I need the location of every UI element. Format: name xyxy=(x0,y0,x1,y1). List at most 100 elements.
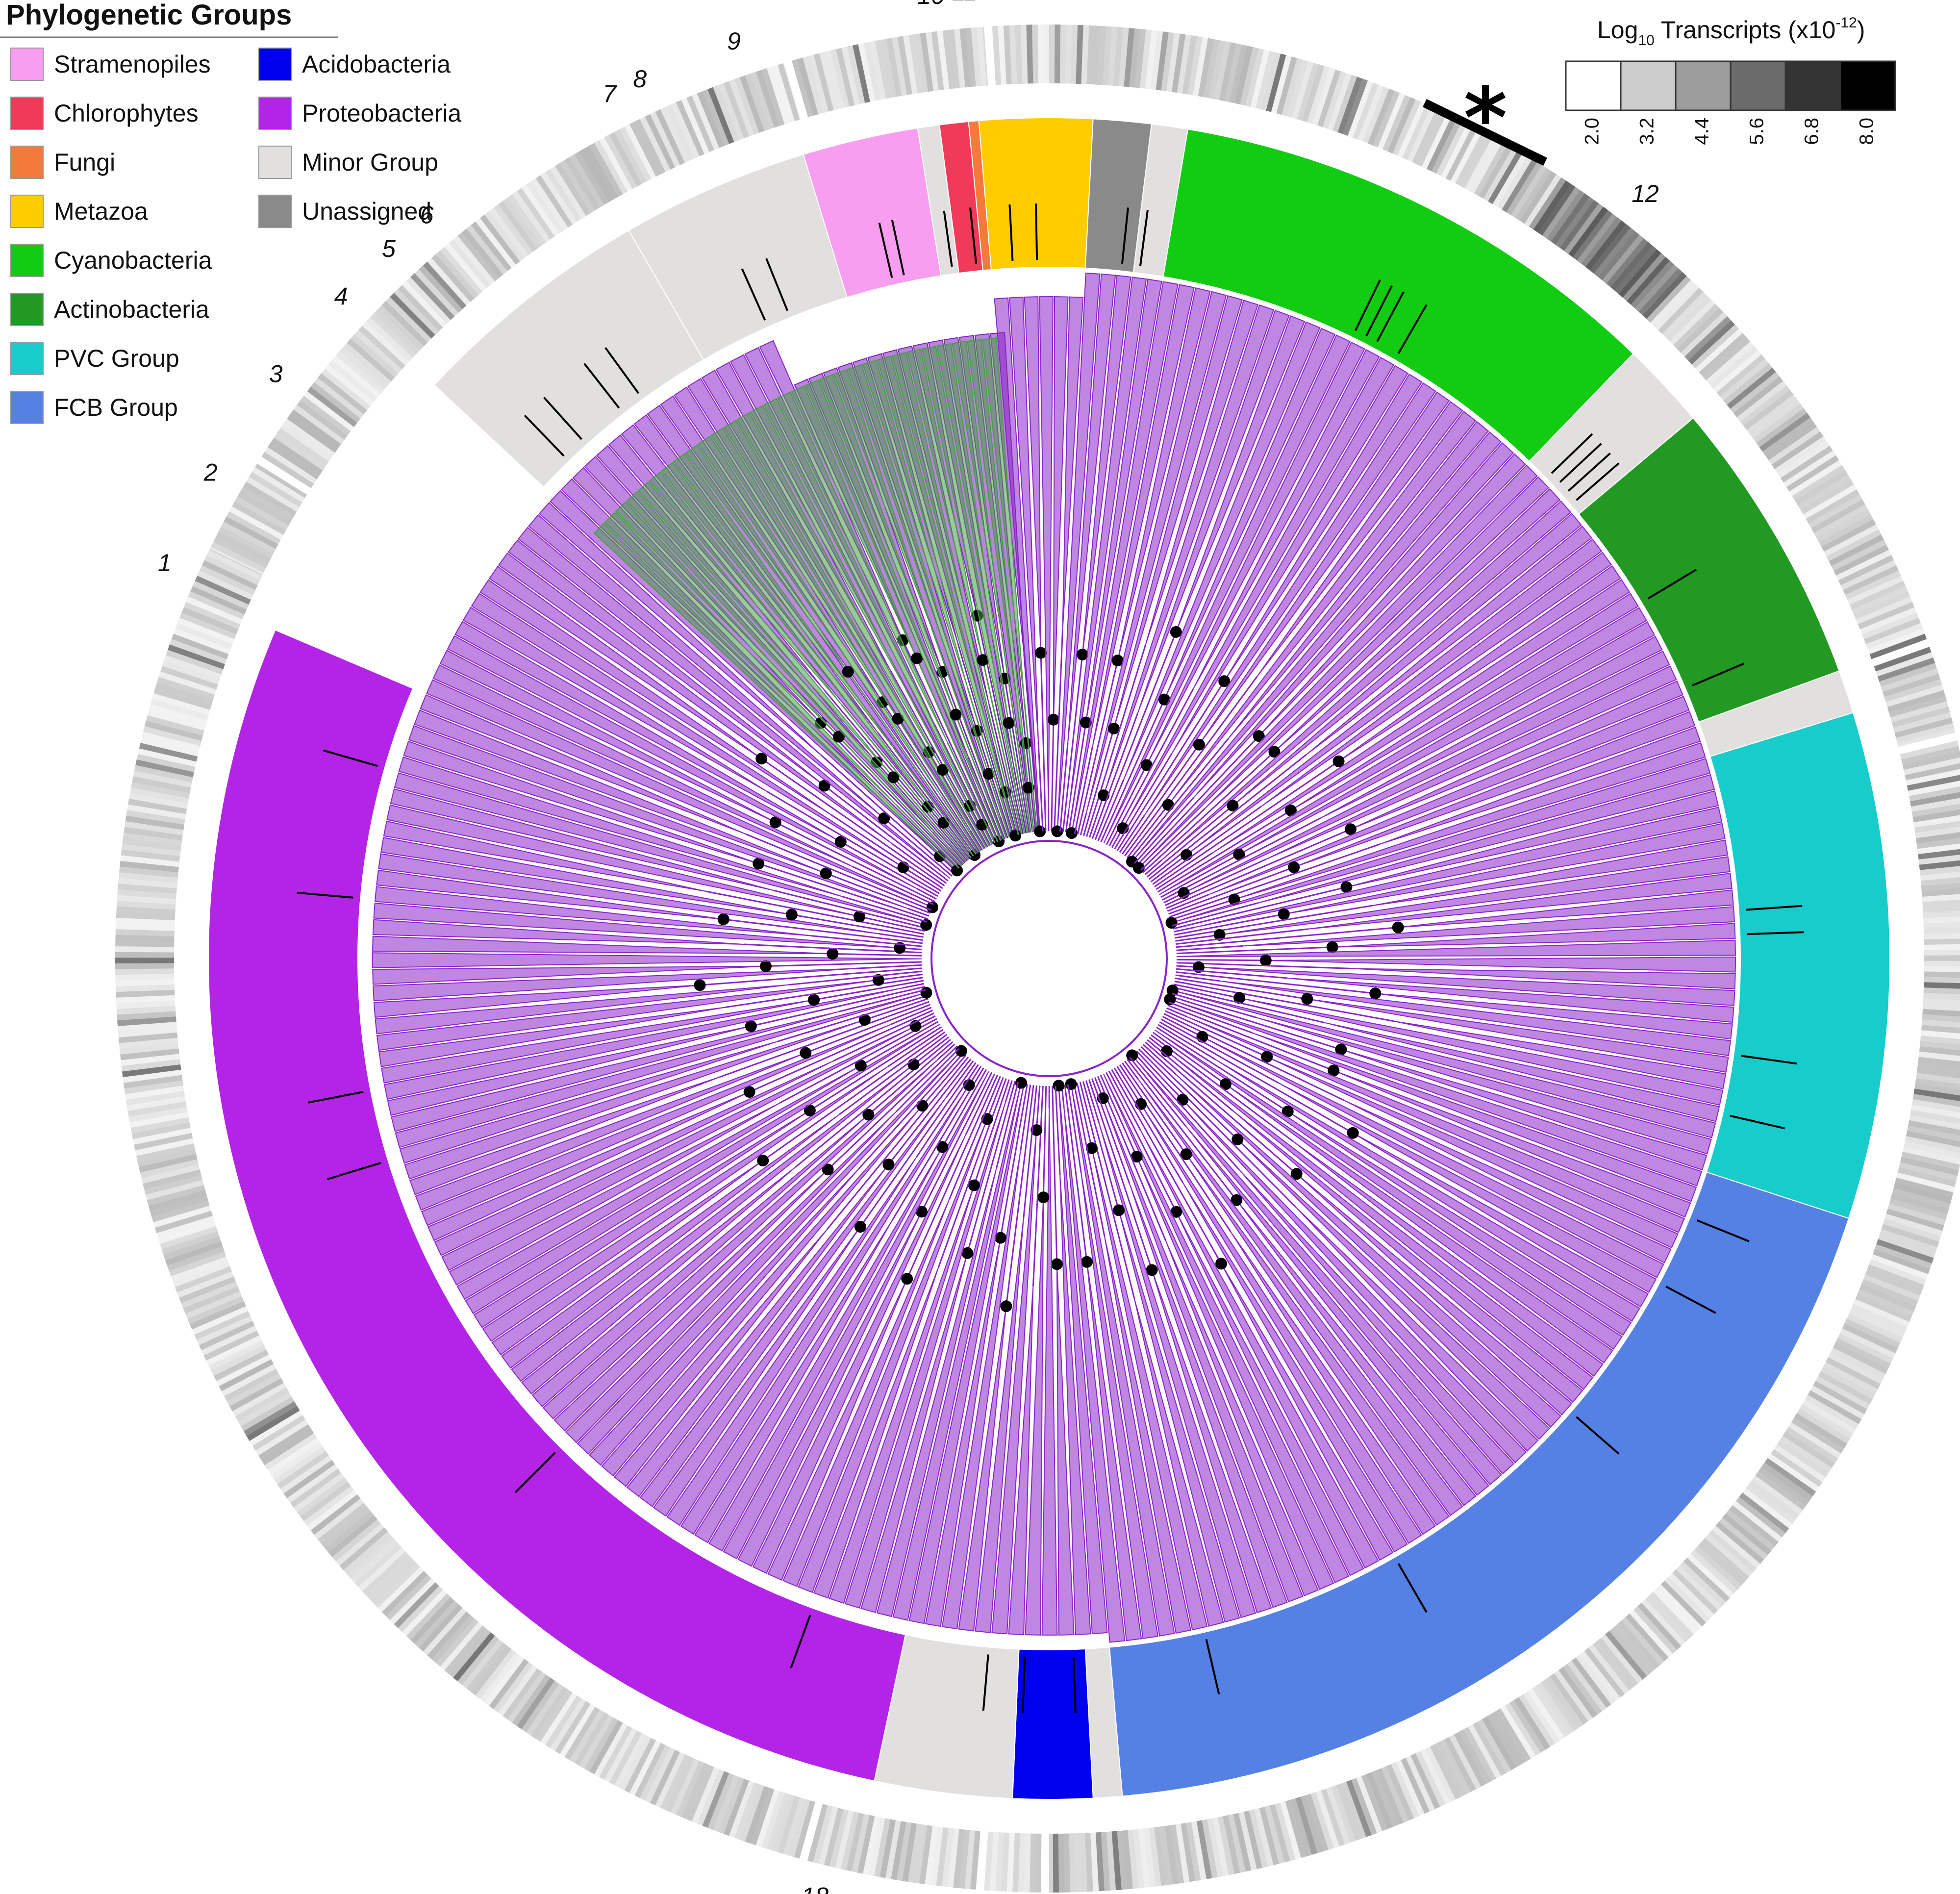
expression-cell xyxy=(1455,131,1488,186)
node-support-dot xyxy=(827,948,839,960)
expression-cell xyxy=(1706,341,1755,385)
tree-clade xyxy=(994,296,1084,837)
expression-cell xyxy=(1826,529,1882,562)
tree-subclade xyxy=(1176,1212,1364,1576)
expression-cell xyxy=(203,1330,259,1361)
expression-cell xyxy=(126,809,185,825)
node-support-dot xyxy=(951,864,963,877)
expression-cell xyxy=(1375,1768,1404,1825)
expression-cell xyxy=(1767,1453,1819,1492)
expression-cell xyxy=(1395,1760,1425,1817)
expression-cell xyxy=(274,432,327,471)
expression-cell xyxy=(507,194,547,246)
expression-cell xyxy=(1908,781,1960,797)
tree-branch xyxy=(1129,738,1229,860)
group-segment xyxy=(1108,1171,1850,1797)
expression-cell xyxy=(1919,1046,1960,1057)
tree-subclade xyxy=(736,412,943,770)
expression-cell xyxy=(745,73,770,131)
expression-cell xyxy=(169,638,227,664)
expression-cell xyxy=(1879,663,1937,687)
expression-cell xyxy=(1585,220,1627,271)
expression-cell xyxy=(1472,1721,1507,1776)
tree-subclade xyxy=(666,1157,917,1526)
node-support-dot xyxy=(854,1060,867,1072)
tree-branch xyxy=(921,1072,993,1212)
expression-cell xyxy=(169,1250,226,1277)
tree-subclade xyxy=(698,435,942,797)
tree-branch xyxy=(1175,977,1307,1000)
tree-branch xyxy=(1042,1086,1047,1198)
expression-cell xyxy=(261,1428,314,1465)
expression-cell xyxy=(160,665,219,690)
expression-cell xyxy=(173,628,231,655)
expression-cell xyxy=(1900,740,1959,760)
expression-cell xyxy=(1905,1136,1960,1154)
expression-cell xyxy=(189,1300,246,1330)
expression-cell xyxy=(1164,1825,1179,1885)
tree-branch xyxy=(839,989,926,1012)
expression-cell xyxy=(1645,1595,1690,1643)
expression-cell xyxy=(1426,116,1458,172)
expression-cell xyxy=(155,682,214,705)
scale-tick-label: 2.0 xyxy=(1582,118,1603,145)
expression-cell xyxy=(1402,104,1432,160)
node-support-dot xyxy=(1301,993,1313,1005)
expression-cell xyxy=(1113,27,1124,86)
expression-cell xyxy=(1725,1509,1775,1552)
expression-cell xyxy=(246,1405,300,1441)
expression-cell xyxy=(439,1621,483,1670)
expression-cell xyxy=(1546,190,1586,242)
expression-cell xyxy=(324,1510,374,1553)
expression-cell xyxy=(1849,581,1906,610)
tree-subclade xyxy=(593,523,957,871)
expression-cell xyxy=(686,95,715,152)
expression-cell xyxy=(1824,524,1879,557)
expression-cell xyxy=(1553,1670,1593,1722)
tree-subclade xyxy=(1164,328,1336,700)
tree-subclade xyxy=(1086,1262,1142,1641)
tree-subclade xyxy=(501,1113,840,1369)
expression-cell xyxy=(1148,1827,1161,1887)
scale-tick-label: 8.0 xyxy=(1856,118,1878,145)
expression-cell xyxy=(1773,1444,1826,1483)
expression-cell xyxy=(1907,1125,1960,1142)
expression-cell xyxy=(350,1539,399,1583)
tree-branch xyxy=(766,790,940,894)
expression-cell xyxy=(1918,1051,1960,1062)
tree-branch xyxy=(791,914,924,938)
expression-cell xyxy=(1901,1151,1960,1171)
tree-subclade xyxy=(1221,1263,1394,1561)
legend-label: Proteobacteria xyxy=(302,100,461,127)
expression-cell xyxy=(117,1010,176,1021)
tree-subclade xyxy=(1293,711,1696,868)
tree-branch xyxy=(943,822,972,859)
tree-subclade xyxy=(694,1220,893,1543)
expression-cell xyxy=(554,162,592,216)
expression-cell xyxy=(1853,1299,1910,1328)
expression-cell xyxy=(807,1804,828,1863)
expression-cell xyxy=(604,134,638,189)
scale-swatch xyxy=(1730,60,1786,111)
node-support-dot xyxy=(872,974,884,986)
tree-branch xyxy=(1169,843,1381,918)
expression-cell xyxy=(1688,320,1736,365)
expression-cell xyxy=(405,1592,451,1640)
tree-branch xyxy=(761,758,945,886)
expression-cell xyxy=(178,1275,236,1303)
tree-subclade xyxy=(421,1024,891,1226)
expression-cell xyxy=(1758,1466,1809,1507)
expression-cell xyxy=(187,1295,244,1324)
expression-cell xyxy=(503,197,542,249)
expression-cell xyxy=(369,1559,417,1604)
expression-cell xyxy=(1305,1793,1329,1852)
expression-cell xyxy=(1219,42,1237,101)
tree-subclade xyxy=(1266,665,1677,860)
expression-cell xyxy=(1876,652,1934,678)
tree-branch xyxy=(968,757,1003,841)
tree-branch xyxy=(942,769,987,848)
expression-cell xyxy=(1111,1831,1122,1891)
expression-cell xyxy=(192,1305,249,1335)
expression-cell xyxy=(216,1354,272,1387)
tree-subclade xyxy=(372,935,833,955)
